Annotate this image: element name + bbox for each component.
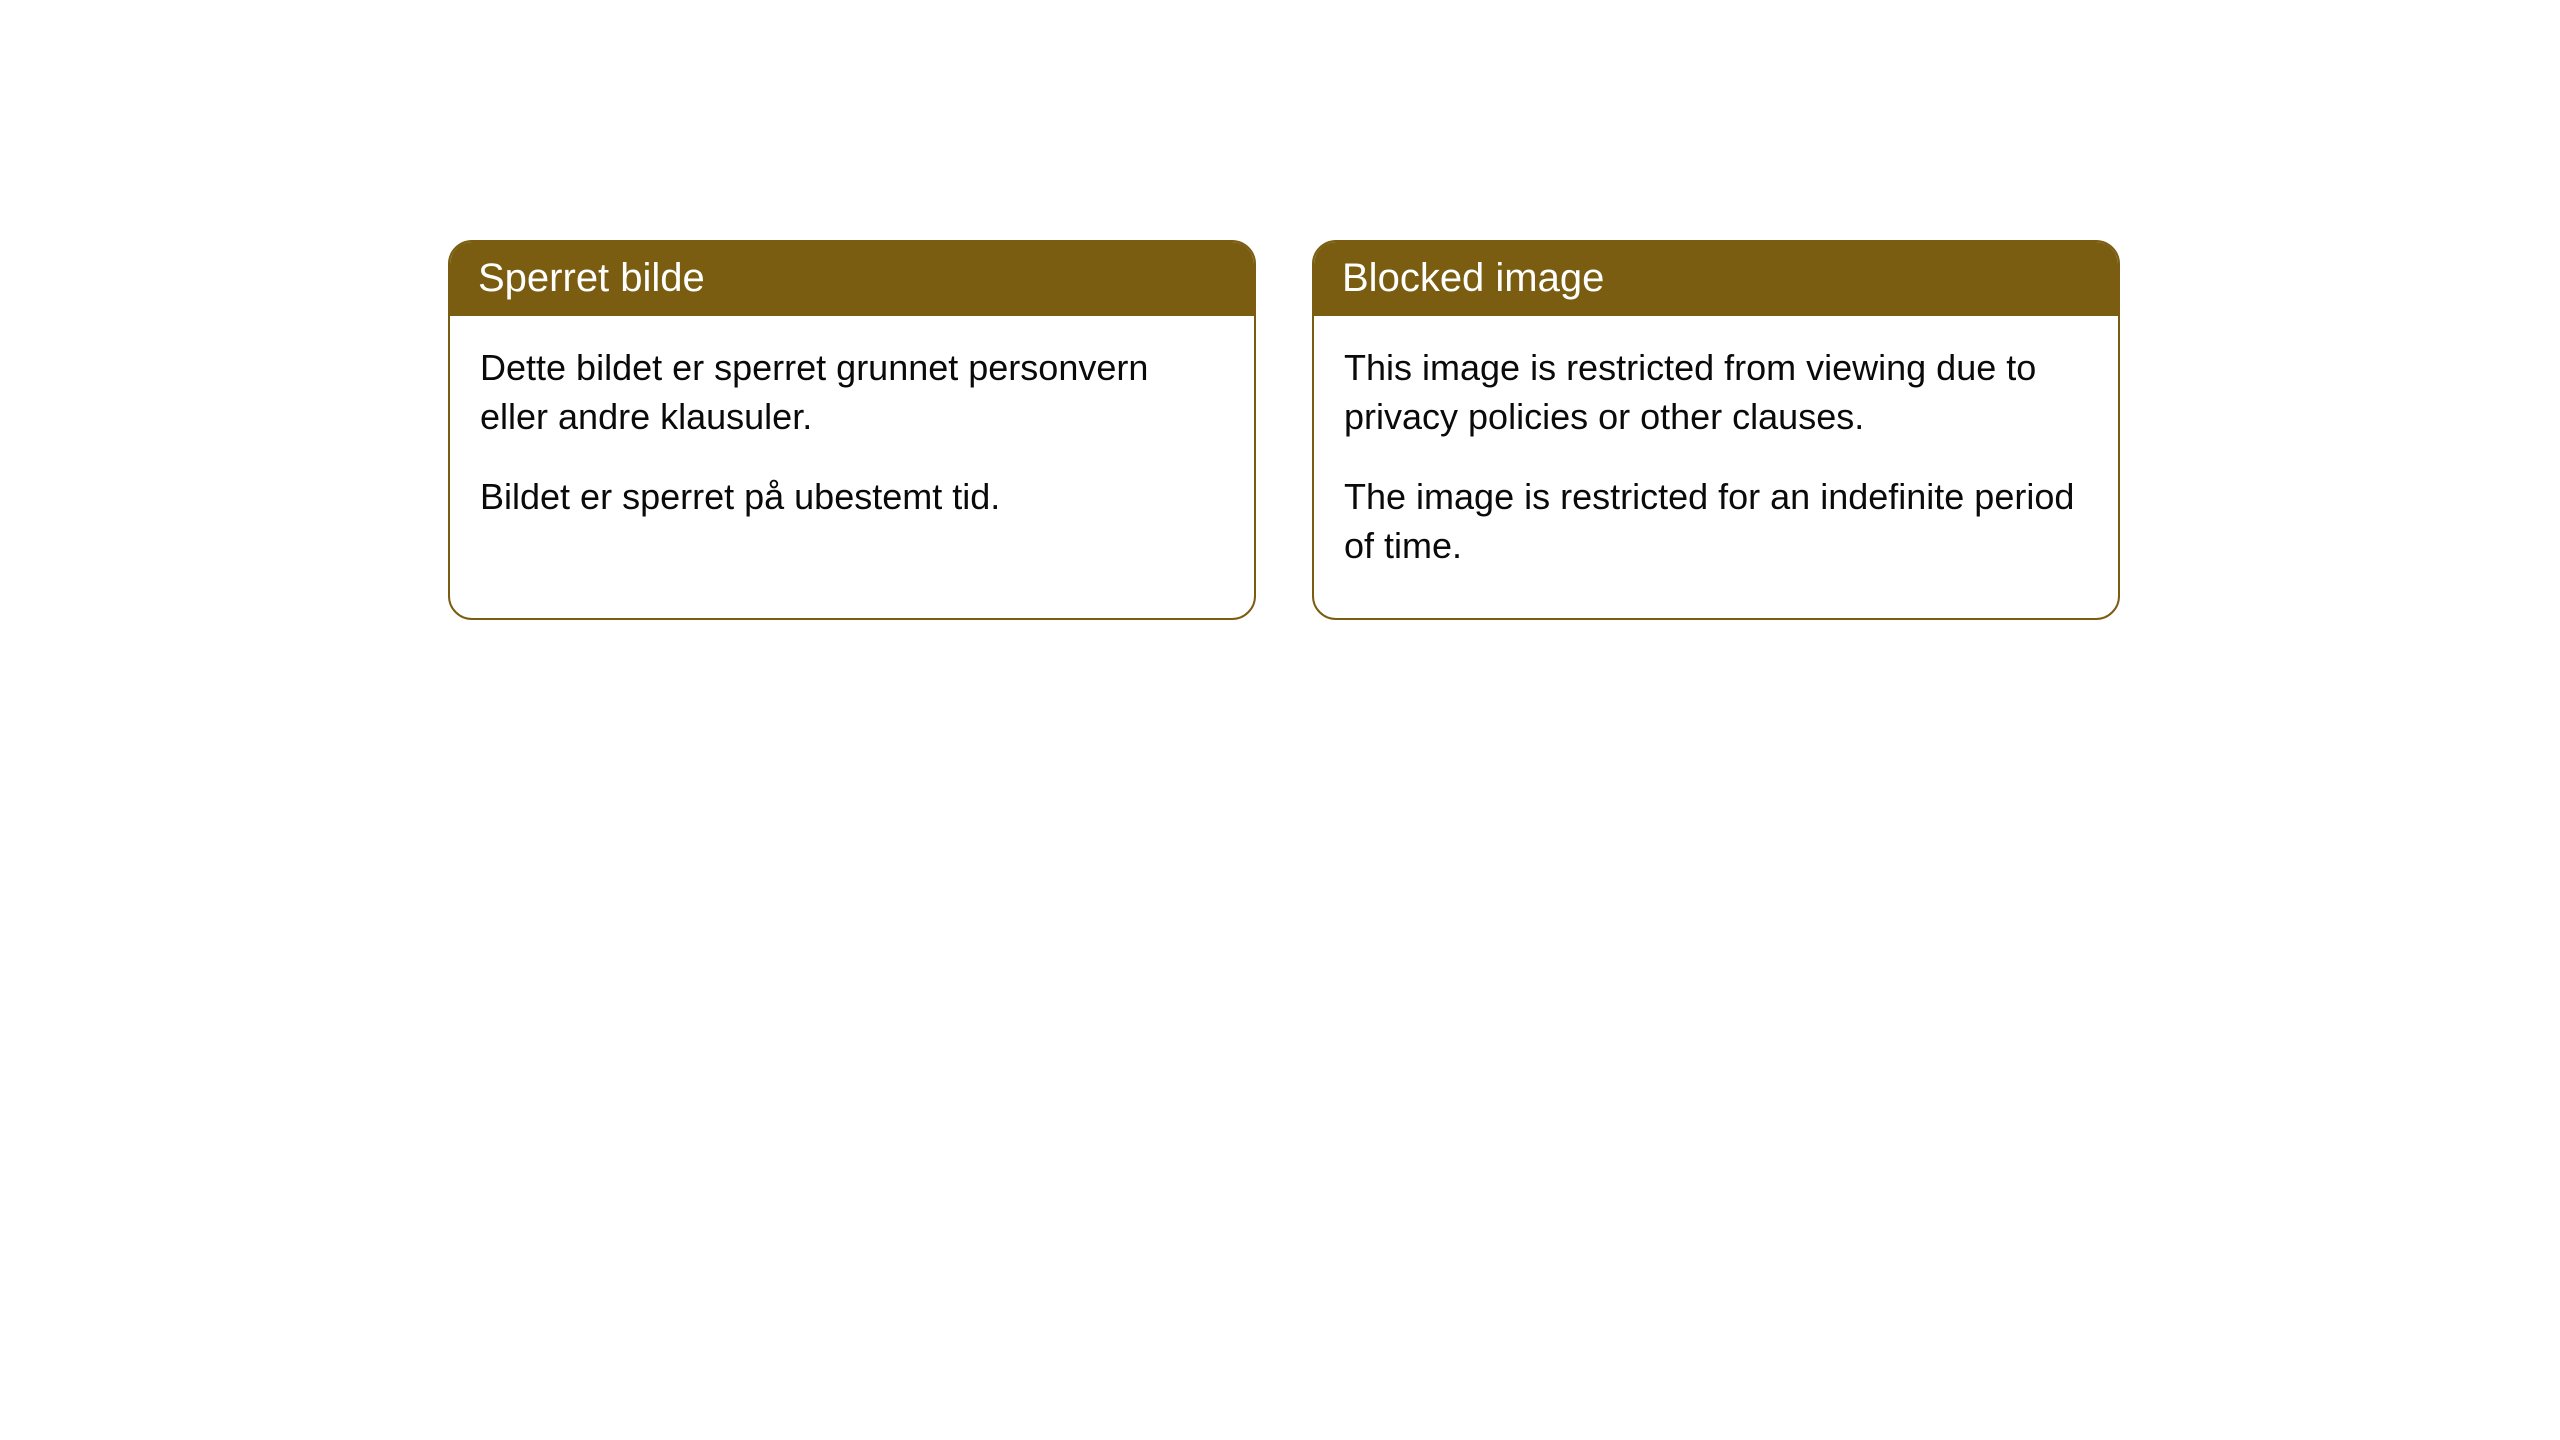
card-body-no: Dette bildet er sperret grunnet personve…	[450, 316, 1254, 570]
notice-cards-container: Sperret bilde Dette bildet er sperret gr…	[0, 0, 2560, 620]
card-paragraph-no-1: Dette bildet er sperret grunnet personve…	[480, 344, 1224, 441]
card-title-no: Sperret bilde	[450, 242, 1254, 316]
blocked-image-card-en: Blocked image This image is restricted f…	[1312, 240, 2120, 620]
blocked-image-card-no: Sperret bilde Dette bildet er sperret gr…	[448, 240, 1256, 620]
card-paragraph-no-2: Bildet er sperret på ubestemt tid.	[480, 473, 1224, 522]
card-body-en: This image is restricted from viewing du…	[1314, 316, 2118, 618]
card-title-en: Blocked image	[1314, 242, 2118, 316]
card-paragraph-en-2: The image is restricted for an indefinit…	[1344, 473, 2088, 570]
card-paragraph-en-1: This image is restricted from viewing du…	[1344, 344, 2088, 441]
